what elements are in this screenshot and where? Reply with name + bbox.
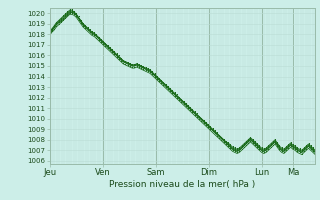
X-axis label: Pression niveau de la mer( hPa ): Pression niveau de la mer( hPa ) bbox=[109, 180, 256, 189]
